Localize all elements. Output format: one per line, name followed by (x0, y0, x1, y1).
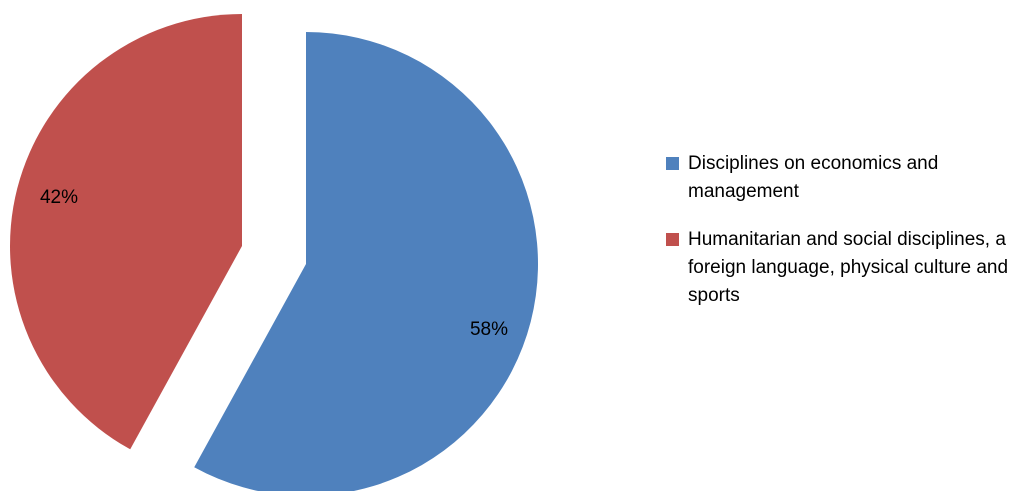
chart-legend: Disciplines on economics and management … (666, 150, 1016, 310)
legend-item-economics: Disciplines on economics and management (666, 150, 1016, 206)
pie-data-labels: 58% 42% (40, 187, 508, 340)
legend-label-humanitarian: Humanitarian and social disciplines, a f… (688, 229, 1009, 306)
slice-label-economics: 58% (470, 319, 508, 340)
legend-label-economics: Disciplines on economics and management (688, 153, 939, 202)
pie-slice-humanitarian (10, 14, 243, 450)
pie-slices (10, 14, 538, 491)
legend-swatch-humanitarian (666, 233, 679, 246)
legend-swatch-economics (666, 157, 679, 170)
pie-slice-economics (194, 32, 538, 491)
legend-item-humanitarian: Humanitarian and social disciplines, a f… (666, 226, 1016, 310)
slice-label-humanitarian: 42% (40, 187, 78, 208)
